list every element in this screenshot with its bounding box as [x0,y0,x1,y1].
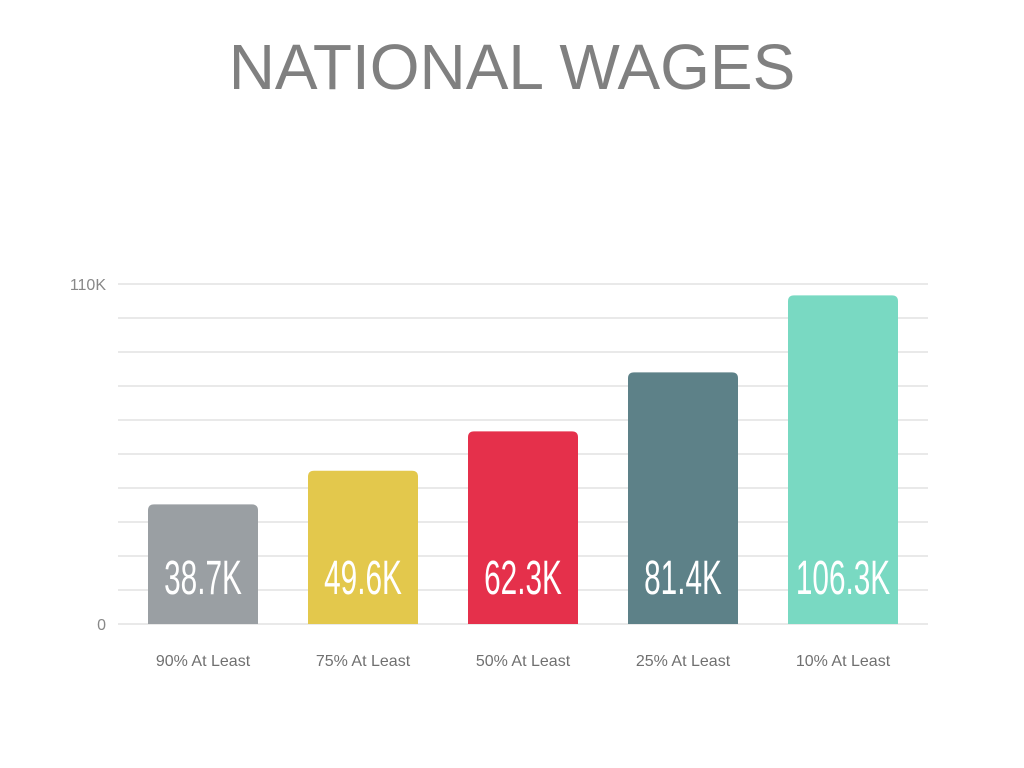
bar [148,504,258,624]
bar [628,372,738,624]
bar-value-label: 106.3K [796,552,891,605]
bar-value-label: 62.3K [484,552,562,605]
x-category-label: 25% At Least [636,653,731,670]
bars: 38.7K 49.6K 62.3K 81.4K 106.3K [148,295,898,624]
bar-value-label: 49.6K [324,552,402,605]
x-axis-labels: 90% At Least 75% At Least 50% At Least 25% … [156,653,891,670]
bar [468,431,578,624]
x-category-label: 75% At Least [316,653,411,670]
x-category-label: 10% At Least [796,653,891,670]
bar [308,470,418,624]
y-axis-ticks: 0 110K [70,277,107,634]
bar-value-label: 38.7K [164,552,242,605]
x-category-label: 90% At Least [156,653,251,670]
bar [788,295,898,624]
chart-title: NATIONAL WAGES [228,31,796,103]
y-tick-label: 0 [97,617,106,634]
bar-value-label: 81.4K [644,552,722,605]
y-tick-label: 110K [70,277,107,294]
x-category-label: 50% At Least [476,653,571,670]
